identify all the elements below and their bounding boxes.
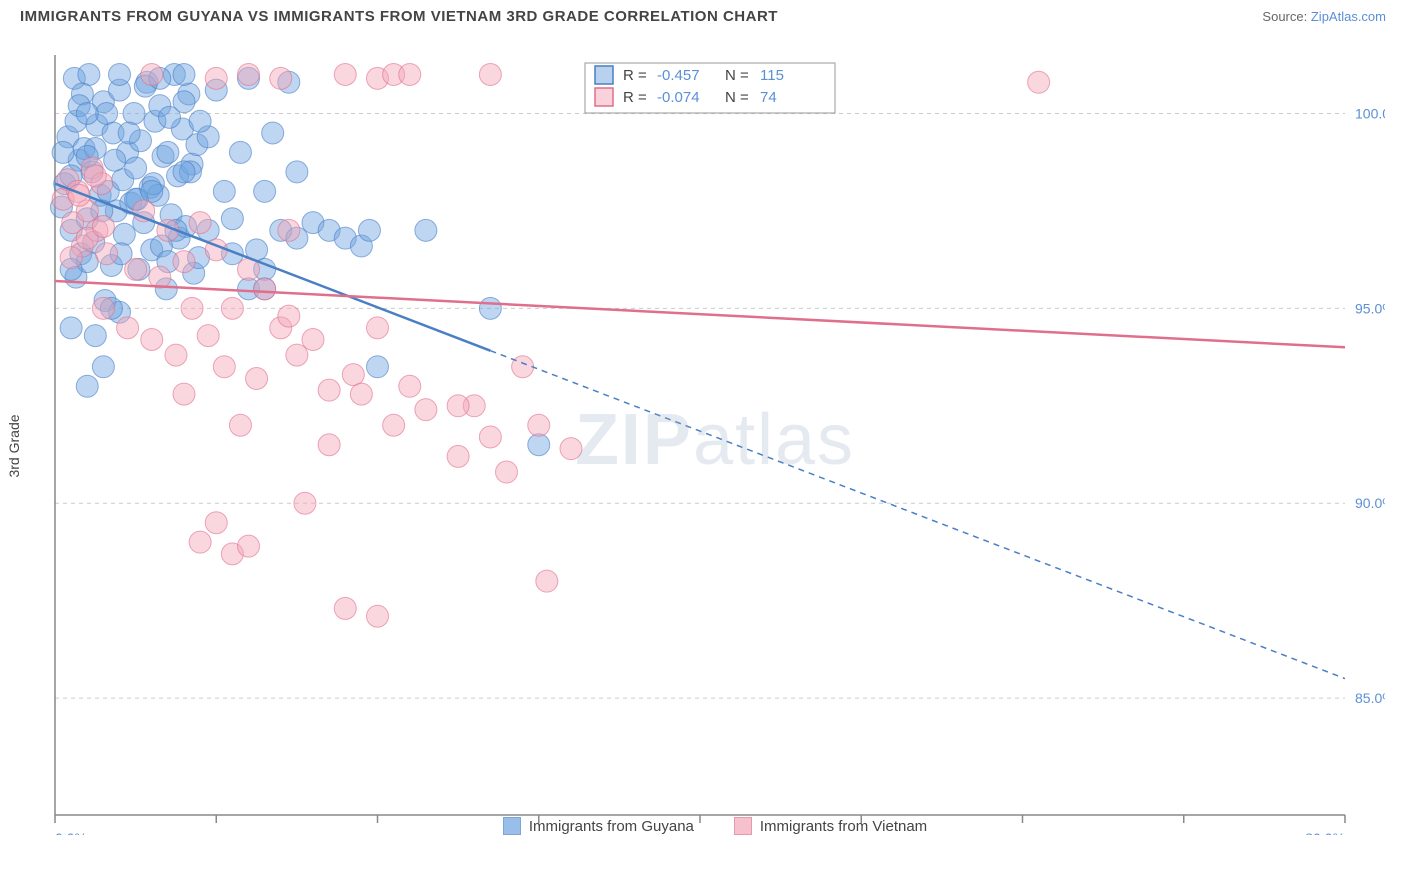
legend-swatch-icon	[734, 817, 752, 835]
source-label: Source: ZipAtlas.com	[1262, 9, 1386, 24]
legend-label: Immigrants from Guyana	[529, 818, 694, 835]
source-link[interactable]: ZipAtlas.com	[1311, 9, 1386, 24]
svg-text:95.0%: 95.0%	[1355, 300, 1385, 316]
svg-text:R =: R =	[623, 89, 647, 106]
chart-area: ZIPatlas 85.0%90.0%95.0%100.0%0.0%80.0%R…	[45, 45, 1385, 835]
bottom-legend: Immigrants from Guyana Immigrants from V…	[45, 817, 1385, 835]
legend-swatch-icon	[503, 817, 521, 835]
svg-text:-0.457: -0.457	[657, 67, 700, 84]
svg-text:100.0%: 100.0%	[1355, 105, 1385, 121]
legend-item-guyana: Immigrants from Guyana	[503, 817, 694, 835]
legend-item-vietnam: Immigrants from Vietnam	[734, 817, 927, 835]
svg-text:115: 115	[760, 67, 784, 84]
svg-text:N =: N =	[725, 89, 749, 106]
svg-text:-0.074: -0.074	[657, 89, 700, 106]
svg-text:74: 74	[760, 89, 777, 106]
legend-label: Immigrants from Vietnam	[760, 818, 927, 835]
chart-title: IMMIGRANTS FROM GUYANA VS IMMIGRANTS FRO…	[20, 8, 778, 25]
svg-text:N =: N =	[725, 67, 749, 84]
svg-text:85.0%: 85.0%	[1355, 690, 1385, 706]
svg-text:90.0%: 90.0%	[1355, 495, 1385, 511]
svg-text:R =: R =	[623, 67, 647, 84]
y-axis-label: 3rd Grade	[6, 414, 22, 477]
scatter-chart: 85.0%90.0%95.0%100.0%0.0%80.0%R =-0.457N…	[45, 45, 1385, 835]
